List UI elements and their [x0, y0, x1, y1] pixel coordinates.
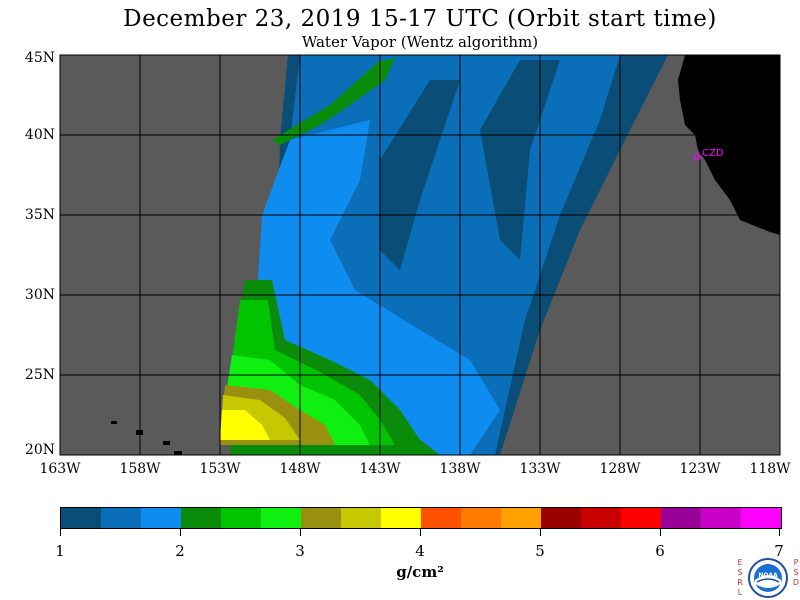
colorbar-label-5: 5 [535, 542, 545, 560]
station-marker [693, 153, 701, 161]
colorbar-tick-7 [779, 528, 780, 536]
lat-label-35n: 35N [24, 207, 55, 223]
colorbar-segment-5 [221, 508, 261, 528]
colorbar-segment-1 [61, 508, 101, 528]
colorbar-segment-16 [661, 508, 701, 528]
colorbar-label-2: 2 [175, 542, 185, 560]
lat-label-30n: 30N [24, 287, 55, 303]
lon-label-138w: 138W [439, 461, 481, 477]
colorbar-tick-2 [180, 528, 181, 536]
lon-label-148w: 148W [279, 461, 321, 477]
water-vapor-map: CZD [59, 54, 781, 456]
colorbar-label-6: 6 [655, 542, 665, 560]
chart-subtitle: Water Vapor (Wentz algorithm) [301, 33, 539, 51]
colorbar-segment-13 [541, 508, 581, 528]
noaa-seal-icon: NOAA [748, 558, 788, 598]
station-label: CZD [702, 148, 724, 159]
swath-dark-streak-1 [380, 80, 460, 270]
lon-label-143w: 143W [359, 461, 401, 477]
map-frame [59, 54, 781, 456]
logo-right-letters: P S D [792, 558, 800, 587]
colorbar-label-4: 4 [415, 542, 425, 560]
colorbar-tick-1 [60, 528, 61, 536]
lat-label-40n: 40N [24, 127, 55, 143]
colorbar-segment-6 [261, 508, 301, 528]
colorbar-segment-17 [701, 508, 741, 528]
colorbar-units: g/cm² [396, 563, 444, 581]
lon-label-128w: 128W [599, 461, 641, 477]
lon-label-123w: 123W [679, 461, 721, 477]
colorbar-tick-4 [420, 528, 421, 536]
colorbar-label-7: 7 [774, 542, 784, 560]
colorbar-segment-10 [421, 508, 461, 528]
swath-yellow [220, 410, 270, 440]
svg-text:NOAA: NOAA [758, 572, 778, 579]
colorbar-segment-12 [501, 508, 541, 528]
lon-label-153w: 153W [199, 461, 241, 477]
lat-label-20n: 20N [24, 442, 55, 458]
colorbar-tick-3 [300, 528, 301, 536]
colorbar-segment-15 [621, 508, 661, 528]
lon-label-158w: 158W [119, 461, 161, 477]
colorbar-tick-6 [660, 528, 661, 536]
grid-lines [60, 55, 780, 455]
lat-label-45n: 45N [24, 50, 55, 66]
colorbar-label-3: 3 [295, 542, 305, 560]
colorbar-segment-3 [141, 508, 181, 528]
land-mass [678, 55, 780, 235]
colorbar-tick-5 [540, 528, 541, 536]
colorbar-segment-11 [461, 508, 501, 528]
colorbar-segment-14 [581, 508, 621, 528]
island-3 [163, 441, 170, 445]
colorbar-segment-18 [741, 508, 781, 528]
colorbar-segment-9 [381, 508, 421, 528]
colorbar-segment-7 [301, 508, 341, 528]
colorbar-segment-2 [101, 508, 141, 528]
lon-label-118w: 118W [749, 461, 791, 477]
noaa-esrl-psd-logo: E S R L NOAA P S D [732, 556, 800, 600]
island-1 [111, 421, 117, 424]
lat-label-25n: 25N [24, 367, 55, 383]
island-4 [174, 451, 182, 455]
colorbar [60, 507, 782, 529]
lon-label-163w: 163W [39, 461, 81, 477]
colorbar-segment-8 [341, 508, 381, 528]
lon-label-133w: 133W [519, 461, 561, 477]
colorbar-label-1: 1 [55, 542, 65, 560]
colorbar-segment-4 [181, 508, 221, 528]
chart-title: December 23, 2019 15-17 UTC (Orbit start… [123, 6, 717, 32]
swath-green-band-top [272, 58, 395, 145]
logo-left-letters: E S R L [737, 558, 743, 597]
